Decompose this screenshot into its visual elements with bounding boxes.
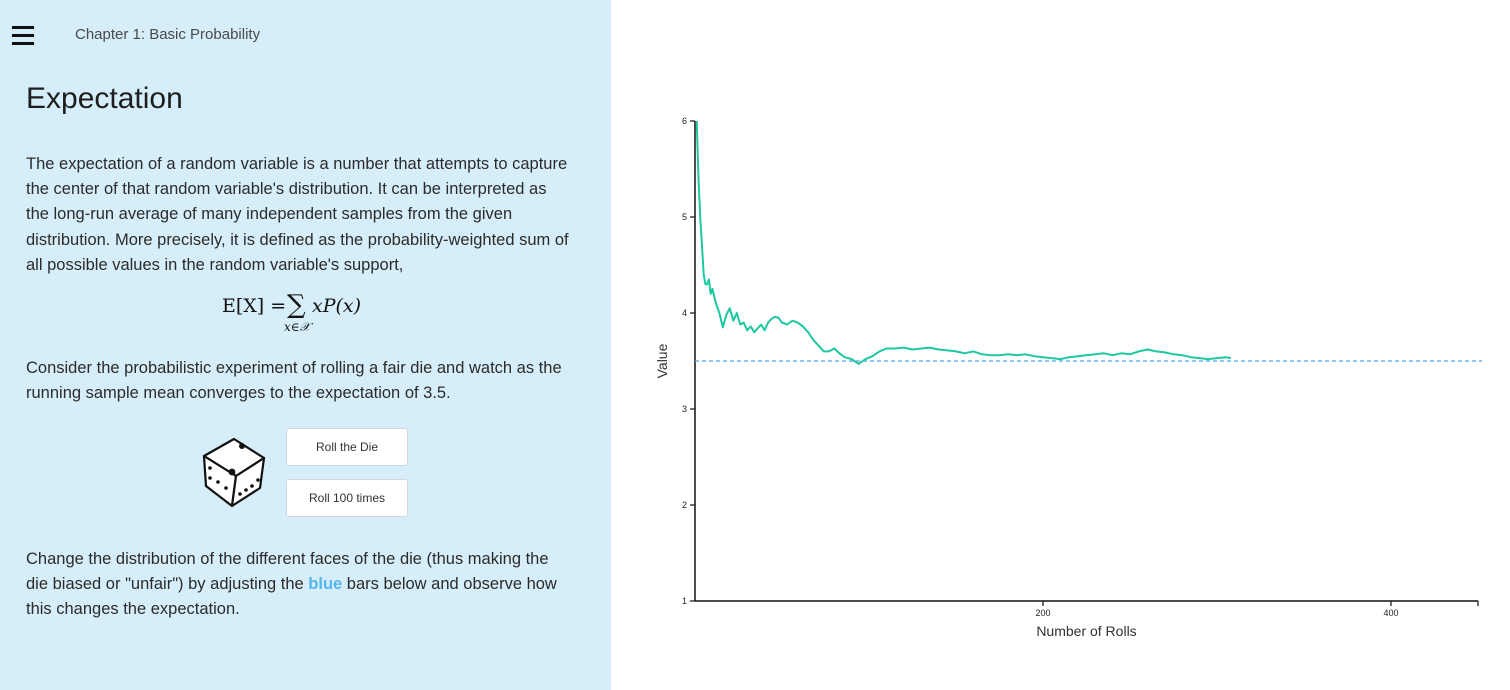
breadcrumb[interactable]: Chapter 1: Basic Probability <box>75 26 261 43</box>
y-tick-label-6: 6 <box>682 116 687 126</box>
sum-symbol: ∑ <box>287 290 306 320</box>
running-mean-chart: 1 2 3 4 5 6 200 400 Number of Rolls Value <box>654 116 1482 639</box>
expectation-formula: E[X] = ∑ xP(x) x∈𝒳 <box>222 290 382 339</box>
x-tick-label-400: 400 <box>1383 608 1398 618</box>
x-tick-label-200: 200 <box>1035 608 1050 618</box>
formula-lhs: E[X] = <box>222 295 287 317</box>
running-mean-line <box>695 120 1232 365</box>
change-text-after: bars below and observe how this changes … <box>26 575 557 619</box>
change-distribution-paragraph: Change the distribution of the different… <box>26 547 571 623</box>
y-axis-title: Value <box>654 343 670 378</box>
x-axis-title: Number of Rolls <box>1036 623 1136 639</box>
roll-100-times-button[interactable]: Roll 100 times <box>286 479 408 517</box>
intro-paragraph: The expectation of a random variable is … <box>26 155 569 274</box>
hamburger-menu-icon[interactable] <box>12 24 34 46</box>
formula-subscript: x∈𝒳 <box>284 320 310 334</box>
blue-word: blue <box>308 575 343 594</box>
change-text-before: Change the distribution of the different… <box>26 550 549 594</box>
formula-rhs: xP(x) <box>312 295 362 317</box>
y-tick-label-4: 4 <box>682 308 687 318</box>
content-panel: Chapter 1: Basic Probability Expectation… <box>0 0 611 690</box>
y-tick-label-5: 5 <box>682 212 687 222</box>
y-tick-label-1: 1 <box>682 596 687 606</box>
y-tick-label-3: 3 <box>682 404 687 414</box>
experiment-paragraph: Consider the probabilistic experiment of… <box>26 359 562 403</box>
roll-die-button[interactable]: Roll the Die <box>286 428 408 466</box>
dice-icon[interactable] <box>198 436 270 510</box>
page-title: Expectation <box>26 82 183 115</box>
y-tick-label-2: 2 <box>682 500 687 510</box>
